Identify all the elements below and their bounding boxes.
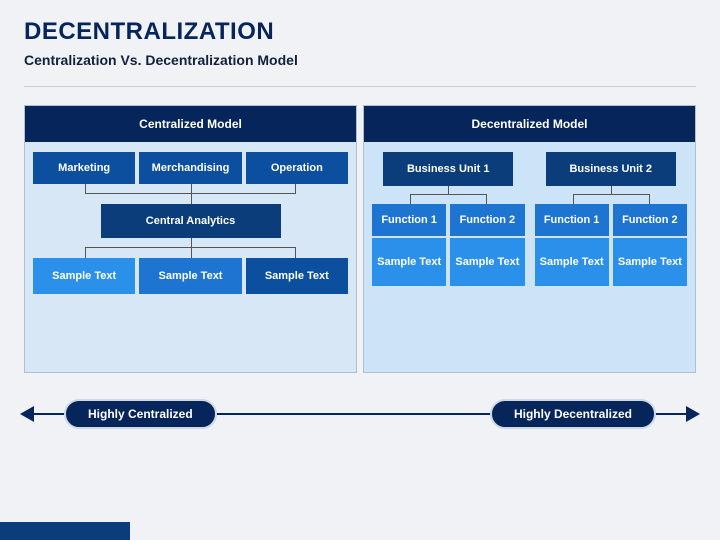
box-sample-3: Sample Text	[246, 258, 348, 294]
unit2-func1: Function 1	[535, 204, 609, 236]
pill-highly-centralized: Highly Centralized	[64, 399, 217, 429]
spectrum: Highly Centralized Highly Decentralized	[24, 395, 696, 435]
panel-centralized: Centralized Model Marketing Merchandisin…	[24, 105, 357, 373]
centralized-top-row: Marketing Merchandising Operation	[33, 152, 348, 184]
panel-decentralized: Decentralized Model Business Unit 1 Func…	[363, 105, 696, 373]
page-subtitle: Centralization Vs. Decentralization Mode…	[24, 52, 696, 68]
unit1-sample1: Sample Text	[372, 238, 446, 286]
page-title: DECENTRALIZATION	[24, 18, 696, 46]
box-sample-1: Sample Text	[33, 258, 135, 294]
unit1-head: Business Unit 1	[383, 152, 513, 186]
business-unit-1: Business Unit 1 Function 1 Function 2 Sa…	[372, 152, 525, 364]
header: DECENTRALIZATION Centralization Vs. Dece…	[0, 0, 720, 76]
unit2-func2: Function 2	[613, 204, 687, 236]
box-operation: Operation	[246, 152, 348, 184]
footer-bar	[0, 522, 130, 540]
unit2-connector	[535, 186, 688, 204]
box-merchandising: Merchandising	[139, 152, 241, 184]
panels: Centralized Model Marketing Merchandisin…	[0, 87, 720, 373]
unit2-funcs: Function 1 Function 2	[535, 204, 688, 236]
unit1-samples: Sample Text Sample Text	[372, 238, 525, 286]
business-unit-2: Business Unit 2 Function 1 Function 2 Sa…	[535, 152, 688, 364]
unit1-func2: Function 2	[450, 204, 524, 236]
panel-decentralized-header: Decentralized Model	[364, 106, 695, 142]
connector-bottom	[33, 238, 348, 258]
pill-highly-decentralized: Highly Decentralized	[490, 399, 656, 429]
box-marketing: Marketing	[33, 152, 135, 184]
unit1-funcs: Function 1 Function 2	[372, 204, 525, 236]
box-central-analytics: Central Analytics	[101, 204, 281, 238]
unit2-head: Business Unit 2	[546, 152, 676, 186]
unit2-samples: Sample Text Sample Text	[535, 238, 688, 286]
arrow-right-icon	[686, 406, 700, 422]
unit1-func1: Function 1	[372, 204, 446, 236]
unit1-sample2: Sample Text	[450, 238, 524, 286]
unit1-connector	[372, 186, 525, 204]
centralized-bottom-row: Sample Text Sample Text Sample Text	[33, 258, 348, 294]
panel-centralized-header: Centralized Model	[25, 106, 356, 142]
box-sample-2: Sample Text	[139, 258, 241, 294]
connector-top	[33, 184, 348, 204]
arrow-left-icon	[20, 406, 34, 422]
unit2-sample2: Sample Text	[613, 238, 687, 286]
panel-centralized-body: Marketing Merchandising Operation Centra…	[25, 142, 356, 372]
unit2-sample1: Sample Text	[535, 238, 609, 286]
panel-decentralized-body: Business Unit 1 Function 1 Function 2 Sa…	[364, 142, 695, 372]
